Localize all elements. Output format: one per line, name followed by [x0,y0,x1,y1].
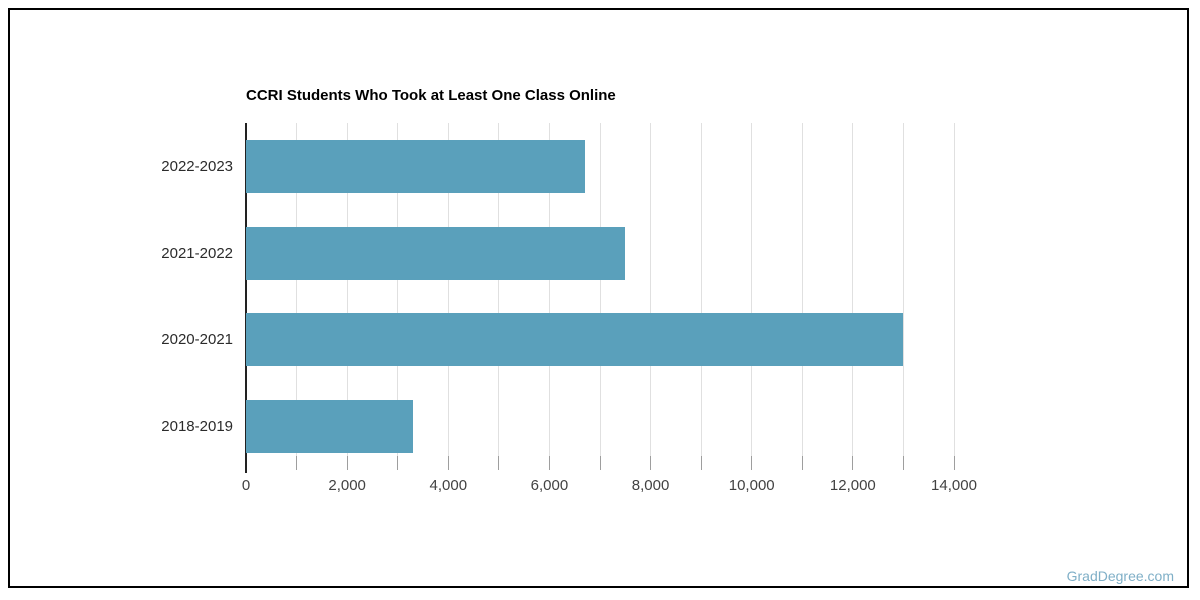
x-axis-label: 6,000 [530,477,569,494]
page-border [8,8,1189,588]
x-tick [953,456,955,470]
x-axis-label: 12,000 [829,477,876,494]
gridline [346,123,348,470]
x-tick [751,456,753,470]
y-axis-label: 2018-2019 [161,418,233,436]
x-ticks-layer [246,456,955,470]
chart-title: CCRI Students Who Took at Least One Clas… [246,87,616,104]
gridline [953,123,955,470]
y-axis-label: 2022-2023 [161,157,233,175]
bar-2018-2019 [246,400,413,454]
y-axis-label: 2020-2021 [161,331,233,349]
x-axis-label: 14,000 [931,477,977,494]
x-axis-label: 8,000 [631,477,670,494]
x-tick [599,456,601,470]
x-axis-label: 4,000 [429,477,468,494]
x-axis-label: 0 [241,477,251,494]
bar-2020-2021 [246,313,904,367]
gridline [700,123,702,470]
x-tick [498,456,500,470]
watermark-link[interactable]: GradDegree.com [1066,568,1174,584]
gridline [397,123,399,470]
x-axis-label: 2,000 [328,477,366,494]
x-tick [801,456,803,470]
x-tick [852,456,854,470]
bar-2022-2023 [246,139,585,193]
bar-2021-2022 [246,226,626,280]
gridline [650,123,652,470]
y-axis-label: 2021-2022 [161,244,233,262]
x-tick [447,456,449,470]
gridline [801,123,803,470]
x-tick [700,456,702,470]
gridline [902,123,904,470]
gridline [498,123,500,470]
x-tick [902,456,904,470]
gridline [548,123,550,470]
x-tick [346,456,348,470]
plot-area [246,123,955,470]
x-tick [397,456,399,470]
gridline [296,123,298,470]
gridline [599,123,601,470]
x-tick [548,456,550,470]
x-axis-label: 10,000 [728,477,775,494]
x-tick [650,456,652,470]
y-axis-line [245,123,247,473]
gridline [852,123,854,470]
x-tick [296,456,298,470]
gridline [447,123,449,470]
gridline [751,123,753,470]
